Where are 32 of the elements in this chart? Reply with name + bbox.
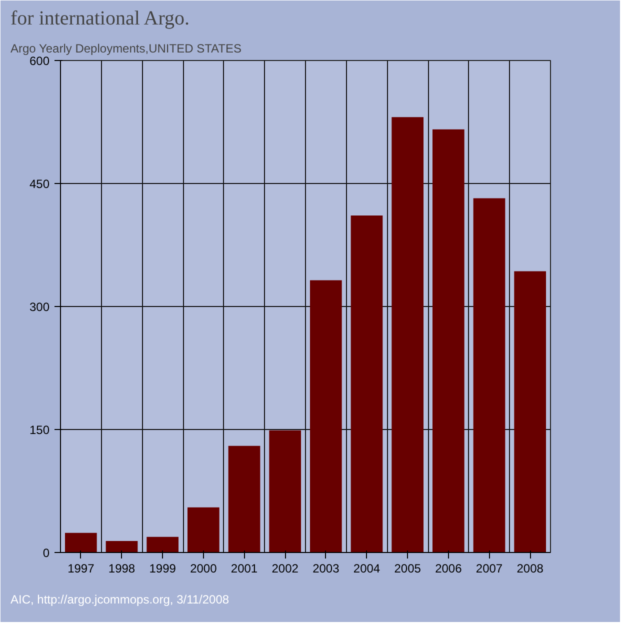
bar — [106, 541, 138, 552]
bar — [269, 430, 302, 552]
bar — [228, 446, 260, 552]
bar — [310, 280, 342, 552]
bar — [146, 536, 179, 552]
x-tick-label: 2004 — [353, 562, 380, 576]
bar — [514, 271, 546, 552]
bar — [187, 507, 220, 552]
chart-title: Argo Yearly Deployments,UNITED STATES — [10, 42, 242, 56]
bar — [473, 198, 506, 552]
y-tick-label: 300 — [29, 300, 50, 314]
y-tick-label: 450 — [29, 177, 50, 191]
x-tick-label: 2007 — [476, 562, 503, 576]
text: for international Argo. — [10, 8, 190, 30]
x-tick-label: 2001 — [230, 562, 258, 576]
text: AIC, http://argo.jcommops.org, 3/11/2008 — [10, 592, 230, 606]
x-tick-label: 1999 — [149, 562, 176, 576]
x-tick-label: 2000 — [190, 562, 218, 576]
y-tick-label: 600 — [29, 54, 50, 68]
bar — [350, 215, 383, 552]
x-tick-label: 2005 — [394, 562, 422, 576]
bar — [432, 129, 464, 552]
y-tick-label: 0 — [42, 546, 50, 560]
x-tick-label: 2006 — [435, 562, 462, 576]
x-tick-label: 2003 — [312, 562, 340, 576]
bar — [64, 532, 97, 552]
y-tick-label: 150 — [29, 423, 50, 437]
x-tick-label: 1998 — [108, 562, 136, 576]
x-tick-label: 1997 — [68, 562, 95, 576]
x-tick-label: 2008 — [516, 562, 544, 576]
bar — [392, 117, 424, 552]
x-tick-label: 2002 — [272, 562, 299, 576]
